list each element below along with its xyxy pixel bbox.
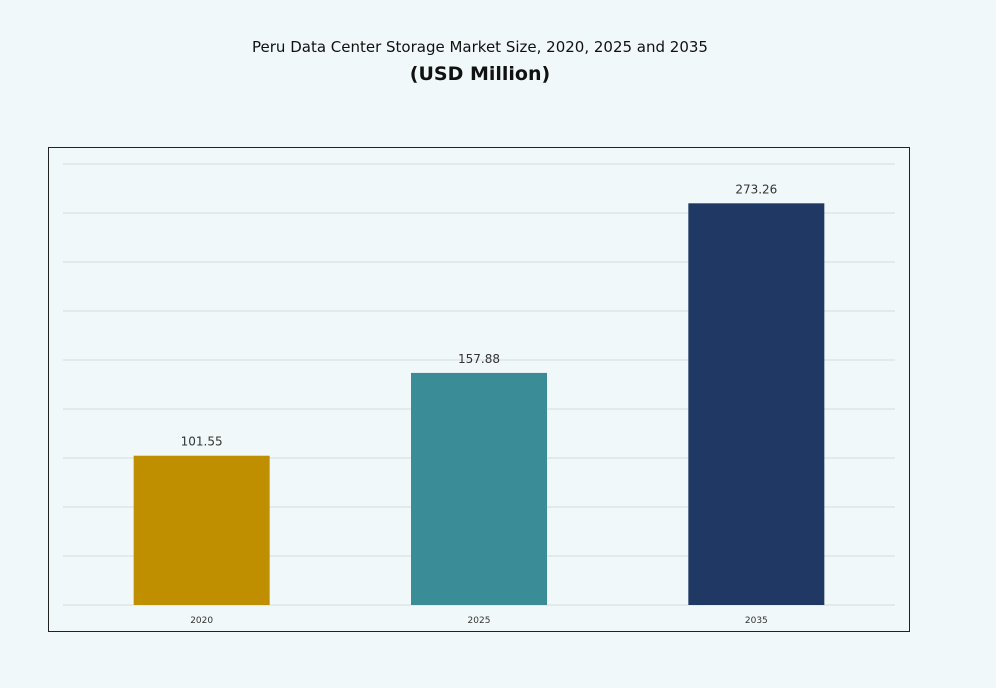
chart-title: Peru Data Center Storage Market Size, 20… bbox=[252, 38, 708, 56]
data-label: 273.26 bbox=[735, 182, 777, 196]
plot-frame bbox=[48, 147, 910, 632]
bar-2025 bbox=[411, 372, 547, 605]
chart-subtitle: (USD Million) bbox=[409, 63, 551, 85]
x-tick-label: 2035 bbox=[745, 616, 768, 626]
bar-2035 bbox=[688, 203, 825, 605]
data-label: 157.88 bbox=[458, 352, 500, 366]
bar-2020 bbox=[133, 455, 270, 605]
x-tick-label: 2025 bbox=[468, 616, 491, 626]
data-label: 101.55 bbox=[181, 435, 223, 449]
x-tick-label: 2020 bbox=[190, 616, 213, 626]
